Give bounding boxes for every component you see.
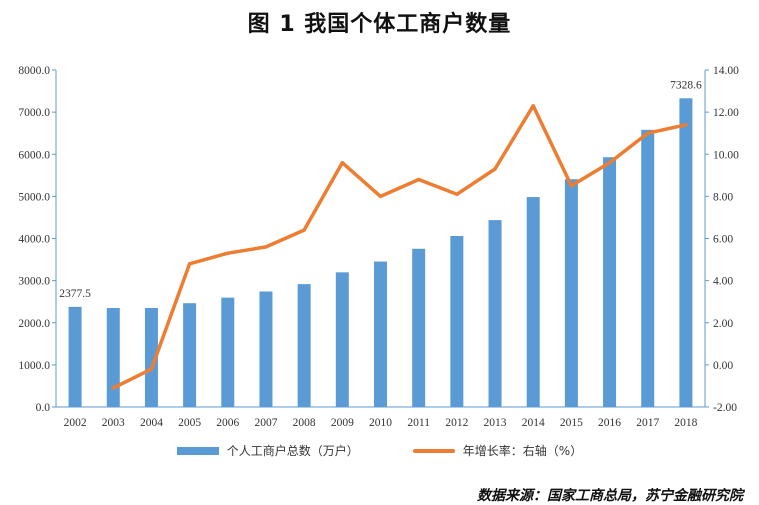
legend-label-bars: 个人工商户总数（万户）	[226, 444, 359, 458]
x-axis-tick-label: 2004	[140, 417, 163, 429]
legend-swatch-line	[412, 448, 455, 453]
growth-rate-line	[111, 104, 688, 390]
x-axis-tick-label: 2005	[178, 417, 201, 429]
growth-rate-point	[531, 104, 535, 108]
bar	[488, 220, 502, 407]
left-axis-tick-label: 0.0	[36, 402, 51, 414]
right-axis-tick-label: 0.00	[713, 360, 733, 372]
right-axis-tick-label: 12.00	[713, 107, 739, 119]
x-axis-tick-label: 2009	[331, 417, 354, 429]
left-axis-tick-label: 8000.0	[18, 65, 50, 77]
bar	[374, 261, 387, 407]
bar	[144, 308, 158, 407]
x-axis-tick-label: 2010	[369, 417, 392, 429]
source-note: 数据来源：国家工商总局，苏宁金融研究院	[477, 488, 743, 504]
right-axis-tick-label: 4.00	[713, 276, 733, 288]
left-axis-tick-label: 7000.0	[18, 107, 50, 119]
chart-legend: 个人工商户总数（万户） 年增长率：右轴（%）	[0, 442, 759, 459]
bar-data-label: 7328.6	[670, 79, 702, 91]
bar	[259, 291, 273, 407]
x-axis-tick-label: 2007	[254, 417, 277, 429]
growth-rate-point	[378, 194, 383, 198]
x-axis-tick-label: 2017	[636, 417, 659, 429]
left-axis-tick-label: 6000.0	[18, 149, 50, 161]
growth-rate-point	[455, 192, 459, 196]
growth-rate-point	[417, 177, 421, 182]
bar	[297, 284, 311, 407]
x-axis-tick-label: 2011	[407, 417, 430, 429]
growth-rate-point	[302, 228, 306, 232]
left-axis-tick-label: 5000.0	[18, 191, 50, 203]
growth-rate-point	[493, 167, 497, 171]
left-axis-tick-label: 2000.0	[18, 318, 50, 330]
bar	[641, 129, 655, 407]
legend-swatch-bar	[176, 446, 219, 455]
growth-rate-point	[646, 131, 650, 135]
x-axis-tick-label: 2003	[102, 417, 125, 429]
right-axis-tick-label: 6.00	[713, 234, 733, 246]
growth-rate-point	[264, 245, 268, 249]
left-axis-tick-label: 3000.0	[18, 276, 50, 288]
left-axis-tick-label: 4000.0	[18, 234, 50, 246]
right-axis-tick-label: 8.00	[713, 191, 733, 203]
bar	[603, 157, 617, 407]
growth-rate-point	[188, 262, 192, 266]
bar	[183, 303, 197, 407]
x-axis-tick-label: 2016	[598, 417, 621, 429]
growth-rate-point	[607, 161, 612, 165]
growth-rate-point	[569, 184, 573, 188]
x-axis-tick-label: 2014	[522, 417, 545, 429]
bar	[68, 306, 82, 407]
x-axis-tick-label: 2006	[216, 417, 239, 429]
right-axis-tick-label: 2.00	[713, 318, 733, 330]
legend-item-line: 年增长率：右轴（%）	[412, 442, 583, 459]
growth-rate-point	[340, 161, 344, 165]
growth-rate-point	[111, 386, 115, 390]
bar	[335, 272, 349, 407]
bar	[450, 236, 464, 407]
x-axis-tick-label: 2008	[293, 417, 316, 429]
chart-title: 图 1 我国个体工商户数量	[247, 12, 512, 37]
x-axis-tick-label: 2002	[64, 417, 87, 429]
legend-label-line: 年增长率：右轴（%）	[462, 444, 583, 458]
growth-rate-point	[226, 251, 230, 255]
bar	[412, 248, 426, 407]
bar	[106, 308, 120, 407]
left-axis-tick-label: 1000.0	[18, 360, 50, 372]
bar	[221, 297, 235, 407]
right-axis-tick-label: -2.00	[713, 402, 737, 414]
x-axis-tick-label: 2018	[674, 417, 697, 429]
bar	[564, 179, 578, 407]
legend-item-bars: 个人工商户总数（万户）	[176, 442, 359, 459]
bar	[526, 197, 540, 407]
x-axis-tick-label: 2013	[484, 417, 507, 429]
x-axis-tick-label: 2012	[445, 417, 468, 429]
right-axis-tick-label: 10.00	[713, 149, 739, 161]
bar-data-label: 2377.5	[59, 288, 91, 300]
bar	[679, 98, 693, 408]
growth-rate-point	[684, 123, 688, 127]
growth-rate-point	[149, 367, 154, 371]
right-axis-tick-label: 14.00	[713, 65, 739, 77]
x-axis-tick-label: 2015	[560, 417, 583, 429]
